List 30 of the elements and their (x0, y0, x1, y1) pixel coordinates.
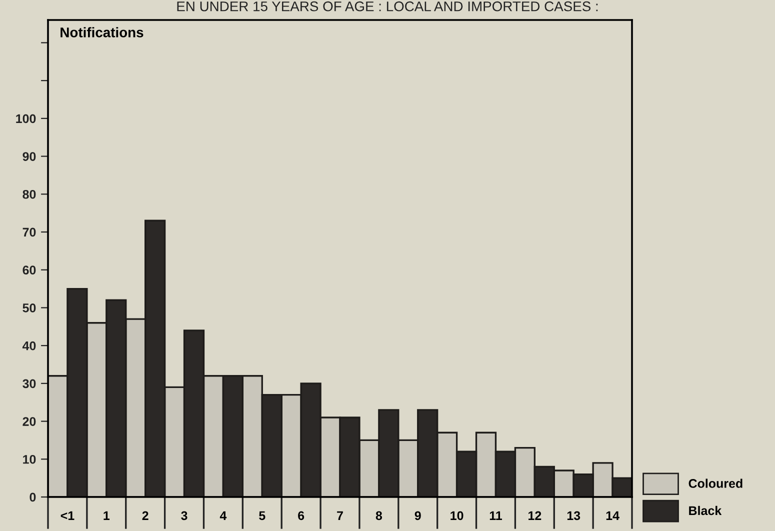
y-tick-label: 80 (22, 190, 36, 199)
x-tick-label: 4 (220, 511, 227, 520)
legend-label: Black (689, 506, 722, 516)
y-tick-label: 90 (22, 152, 36, 161)
y-tick-label: 100 (16, 114, 36, 124)
x-tick-label: 1 (104, 511, 110, 520)
y-tick-label: 20 (22, 417, 36, 426)
x-tick-label: 11 (490, 511, 502, 520)
x-tick-label: 3 (181, 511, 188, 520)
legend-label: Coloured (688, 478, 742, 488)
x-tick-label: 10 (450, 511, 464, 520)
x-tick-label: 5 (259, 511, 266, 520)
x-tick-label: 12 (528, 511, 542, 520)
y-tick-label: 60 (22, 266, 36, 275)
y-tick-label: 30 (22, 379, 36, 388)
y-axis-title: Notifications (60, 27, 144, 38)
x-tick-label: 7 (337, 511, 343, 520)
x-tick-label: 8 (376, 511, 382, 520)
y-tick-label: 40 (22, 341, 36, 350)
x-tick-label: 2 (142, 511, 148, 520)
chart-title: EN UNDER 15 YEARS OF AGE : LOCAL AND IMPORTED CASES : (177, 1, 598, 12)
x-tick-label: 9 (414, 511, 421, 520)
x-tick-label: <1 (60, 511, 74, 520)
y-tick-label: 0 (30, 492, 36, 502)
y-tick-label: 50 (22, 304, 36, 312)
x-tick-label: 14 (606, 511, 620, 520)
x-tick-label: 6 (298, 511, 304, 520)
y-tick-label: 70 (22, 228, 36, 237)
y-tick-label: 10 (23, 454, 36, 464)
x-tick-label: 13 (567, 511, 580, 520)
